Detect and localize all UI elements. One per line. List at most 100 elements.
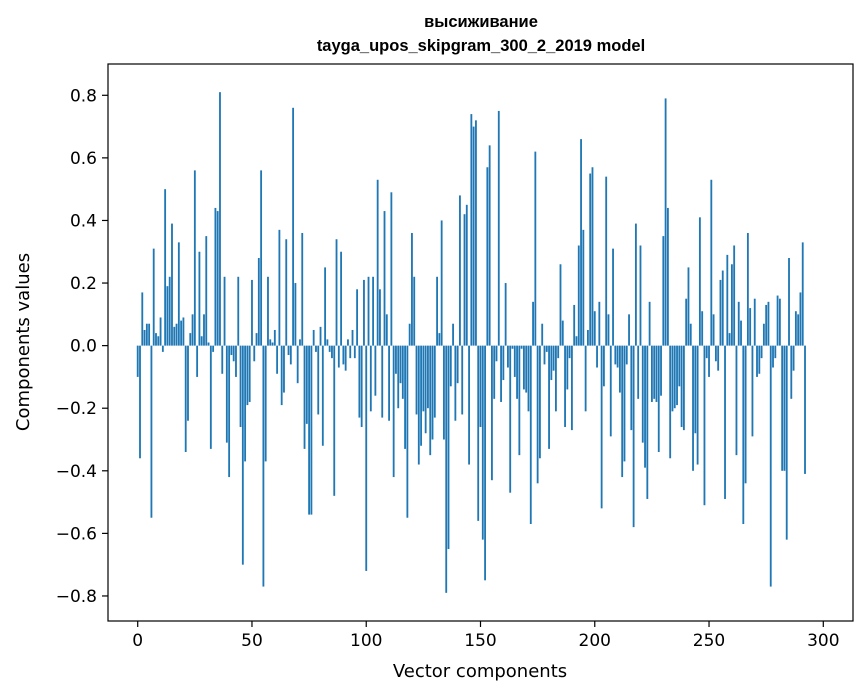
bar	[399, 345, 402, 384]
bar	[440, 220, 443, 346]
bar	[655, 345, 658, 402]
bar	[689, 323, 692, 346]
x-tick-label: 0	[132, 631, 143, 651]
bar	[312, 329, 315, 346]
bar	[367, 276, 370, 346]
bar	[395, 345, 397, 374]
bar	[168, 276, 171, 346]
bar	[267, 276, 269, 346]
bar	[315, 345, 317, 352]
y-axis-label: Components values	[13, 253, 34, 431]
bar	[285, 239, 288, 346]
bar	[783, 345, 786, 471]
bar	[358, 345, 361, 418]
bar	[159, 317, 162, 346]
bar	[687, 267, 690, 346]
y-tick-label: −0.8	[56, 587, 97, 607]
bar	[495, 345, 498, 362]
bar	[735, 345, 738, 456]
bar	[424, 345, 427, 434]
bar	[173, 326, 176, 346]
bar	[628, 314, 630, 346]
y-axis-ticks: −0.8 −0.6 −0.4 −0.2 0.0 0.2 0.4 0.6 0.8	[56, 86, 108, 607]
bar	[513, 345, 516, 377]
bar	[139, 345, 141, 459]
bar	[637, 345, 640, 399]
bar	[746, 232, 749, 346]
bar	[438, 333, 441, 346]
bar	[189, 333, 192, 346]
bar	[436, 276, 438, 346]
bar	[175, 323, 178, 346]
bar	[737, 301, 740, 346]
bar	[529, 345, 532, 524]
bar	[772, 345, 774, 368]
bar	[493, 345, 496, 399]
bar	[356, 289, 359, 346]
bar	[561, 320, 564, 346]
bar	[799, 292, 802, 346]
bar	[797, 314, 800, 346]
bar	[235, 345, 237, 377]
bar	[390, 192, 393, 346]
bar	[589, 173, 592, 346]
bar	[742, 345, 745, 524]
bar	[703, 345, 706, 506]
bar	[253, 345, 256, 362]
bar	[726, 254, 729, 346]
bar	[427, 345, 429, 409]
bar	[401, 345, 404, 399]
bar	[557, 345, 560, 359]
bar	[225, 345, 228, 443]
bar	[349, 345, 352, 359]
bar	[303, 345, 306, 449]
bar	[182, 317, 185, 346]
y-tick-label: 0.8	[70, 86, 97, 106]
bar	[740, 320, 742, 346]
bar	[305, 345, 308, 424]
bar	[429, 345, 432, 456]
bar	[618, 345, 621, 393]
bar	[228, 345, 231, 478]
bar	[431, 345, 434, 440]
bar	[484, 345, 486, 581]
bar	[504, 283, 507, 346]
bar	[392, 345, 395, 478]
bar	[767, 301, 770, 346]
bar	[237, 276, 240, 346]
bar	[525, 345, 528, 393]
bar	[187, 345, 189, 421]
bar	[580, 139, 582, 346]
bar	[385, 314, 388, 346]
bar	[326, 339, 329, 346]
bar	[639, 245, 642, 346]
bar	[248, 345, 251, 402]
bar	[678, 345, 681, 387]
bar	[150, 345, 153, 518]
bar	[751, 345, 754, 437]
bar	[497, 110, 500, 346]
bar	[301, 232, 304, 346]
bar	[143, 329, 146, 346]
bar	[705, 345, 708, 359]
y-tick-label: −0.4	[56, 462, 97, 482]
bar	[609, 345, 612, 437]
bar	[221, 345, 224, 374]
bar	[319, 326, 322, 346]
bar	[157, 336, 160, 346]
bar	[273, 329, 276, 346]
bar	[616, 345, 619, 368]
bar	[486, 167, 489, 346]
bar	[781, 345, 784, 471]
bar	[292, 107, 295, 346]
bar	[443, 345, 445, 440]
bar	[566, 345, 569, 390]
bar	[232, 345, 235, 362]
y-tick-label: 0.2	[70, 274, 97, 294]
bar	[719, 279, 722, 346]
bar	[479, 345, 482, 427]
bar	[612, 248, 614, 346]
bar	[758, 345, 761, 374]
bar	[422, 345, 425, 412]
bar	[717, 345, 720, 371]
